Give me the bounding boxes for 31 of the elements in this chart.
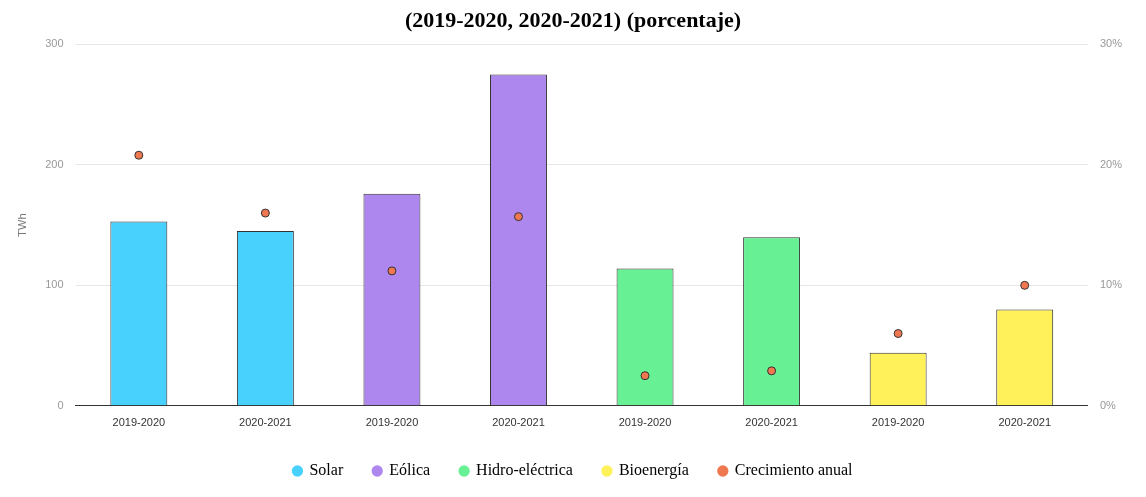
y2-tick-label: 10%: [1099, 278, 1123, 291]
x-tick-label: 2020-2021: [998, 416, 1052, 429]
y-tick-label: 0: [57, 398, 64, 411]
x-tick-label: 2019-2020: [618, 416, 672, 429]
x-tick-label: 2020-2021: [745, 416, 798, 429]
y-tick-label: 200: [45, 157, 64, 170]
point: [640, 371, 650, 381]
x-tick-label: 2020-2021: [492, 416, 545, 429]
point: [513, 212, 523, 222]
x-tick-label: 2020-2021: [239, 416, 292, 429]
x-tick-label: 2019-2020: [365, 416, 419, 429]
y2-tick-label: 20%: [1099, 157, 1123, 170]
legend-label: Eólica: [389, 461, 431, 479]
y-tick-label: 300: [45, 37, 64, 50]
point: [767, 366, 777, 376]
y-tick-label: 100: [45, 278, 64, 291]
y-axis-title: TWh: [15, 213, 28, 237]
y2-tick-label: 0%: [1099, 398, 1117, 411]
legend-label: Bioenergía: [618, 461, 689, 480]
point: [387, 266, 397, 276]
x-tick-label: 2019-2020: [112, 416, 166, 429]
legend-label: Crecimiento anual: [734, 461, 854, 479]
point: [1020, 280, 1030, 290]
y2-tick-label: 30%: [1099, 37, 1123, 50]
legend-label: Solar: [309, 461, 344, 479]
point: [260, 208, 270, 218]
legend-label: Hidro-eléctrica: [476, 461, 573, 479]
point: [893, 329, 903, 339]
x-tick-label: 2019-2020: [871, 416, 925, 429]
point: [134, 150, 144, 160]
chart-title: (2019-2020, 2020-2021) (porcentaje): [404, 6, 742, 32]
